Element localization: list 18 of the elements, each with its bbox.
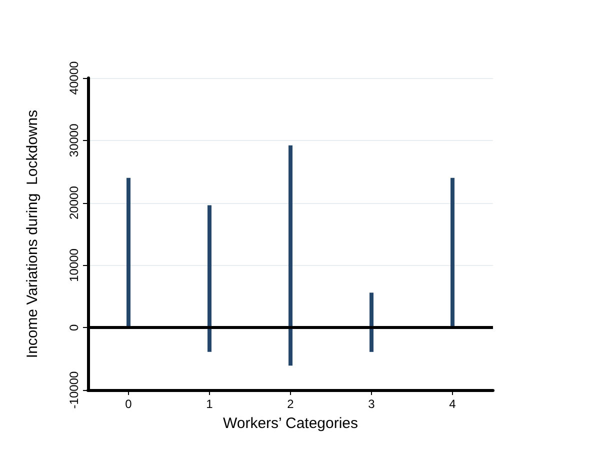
bar xyxy=(370,292,374,352)
bar xyxy=(126,178,130,328)
bar xyxy=(208,205,212,352)
y-tick-label: 30000 xyxy=(67,123,81,158)
y-tick-label: -10000 xyxy=(67,370,81,409)
y-tick-label: 20000 xyxy=(67,186,81,220)
x-tick-label: 3 xyxy=(368,397,376,411)
x-tick-label: 0 xyxy=(125,397,132,411)
x-tick-label: 2 xyxy=(287,397,294,411)
bar xyxy=(288,145,292,366)
x-tick-label: 4 xyxy=(449,397,456,411)
x-tick-label: 1 xyxy=(206,397,214,411)
bar xyxy=(450,178,454,328)
y-tick-label: 0 xyxy=(67,324,81,331)
x-axis-title: Workers’ Categories xyxy=(222,415,358,432)
y-tick-label: 40000 xyxy=(67,60,81,95)
y-tick-label: 10000 xyxy=(67,248,81,282)
y-axis-title: Income Variations during Lockdowns xyxy=(24,110,41,358)
